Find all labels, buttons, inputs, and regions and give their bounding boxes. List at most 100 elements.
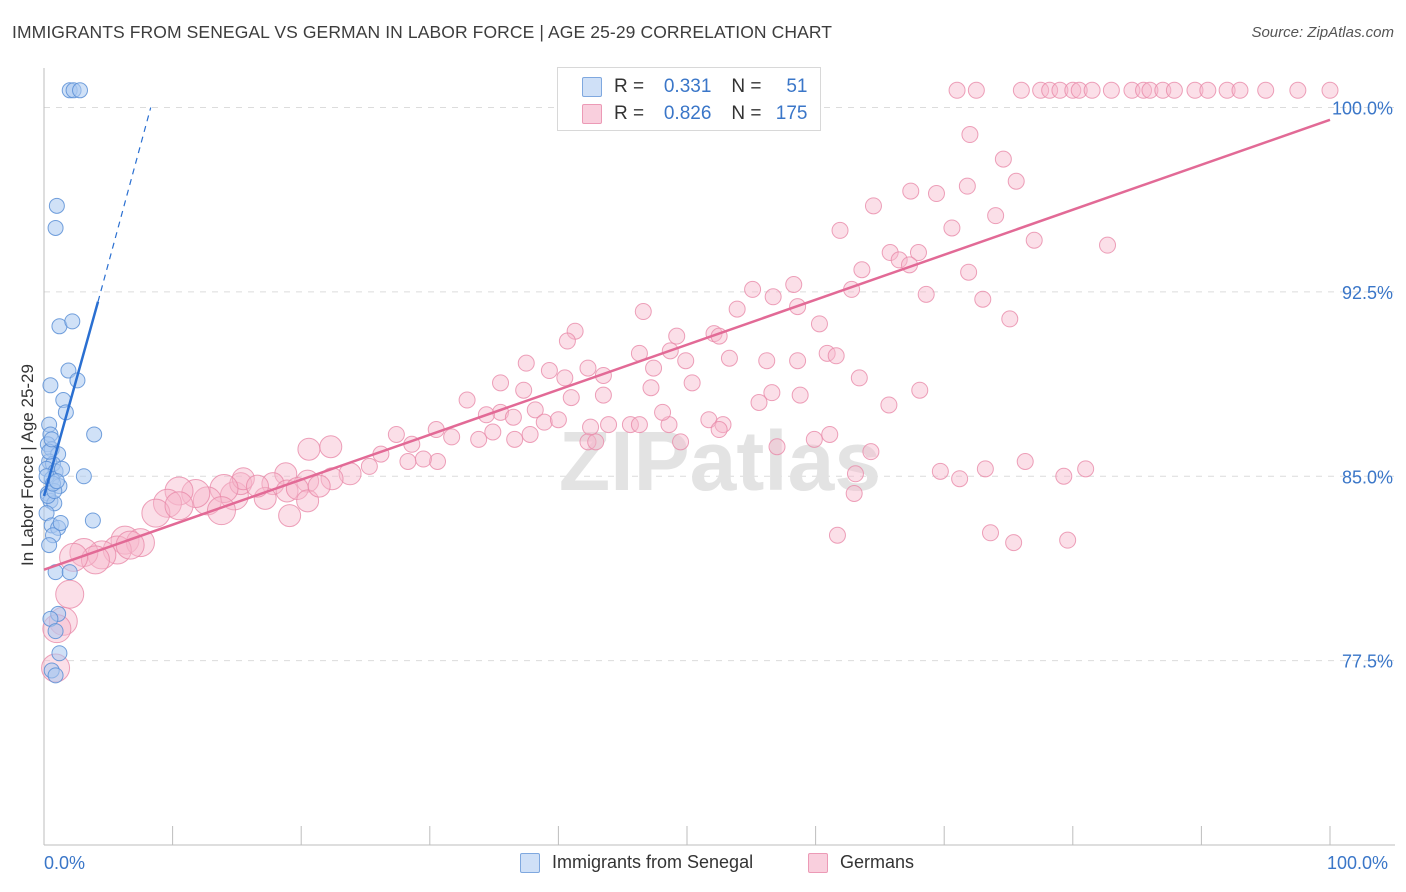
german-point xyxy=(668,327,686,345)
senegal-point xyxy=(47,623,64,640)
german-point xyxy=(846,465,864,483)
german-point xyxy=(630,416,648,434)
senegal-point xyxy=(72,82,89,99)
german-point xyxy=(562,389,580,407)
watermark: ZIPatlas xyxy=(559,414,881,508)
german-point xyxy=(1123,81,1141,99)
german-point xyxy=(253,486,277,510)
german-point xyxy=(958,177,976,195)
german-point xyxy=(1186,81,1204,99)
german-point xyxy=(1041,81,1059,99)
german-point xyxy=(307,474,331,498)
german-point xyxy=(720,349,738,367)
german-point xyxy=(654,403,672,421)
y-tick-label: 100.0% xyxy=(1332,99,1393,119)
german-point xyxy=(951,470,969,488)
german-point xyxy=(319,435,343,459)
n-value-senegal: 51 xyxy=(786,76,808,97)
senegal-point xyxy=(43,431,60,448)
german-point xyxy=(526,401,544,419)
senegal-point xyxy=(41,537,58,554)
gridlines xyxy=(44,107,1395,662)
legend-label-germans: Germans xyxy=(840,852,915,872)
german-point xyxy=(789,352,807,370)
r-value-senegal: 0.331 xyxy=(663,76,712,97)
german-point xyxy=(1199,81,1217,99)
german-point xyxy=(579,359,597,377)
german-point xyxy=(1218,81,1236,99)
n-label: N = xyxy=(731,103,762,124)
german-point xyxy=(845,484,863,502)
german-point xyxy=(880,396,898,414)
senegal-point xyxy=(64,313,81,330)
senegal-point xyxy=(52,514,69,531)
senegal-point xyxy=(61,564,78,581)
german-swatch xyxy=(582,104,602,124)
german-point xyxy=(805,430,823,448)
german-point xyxy=(764,288,782,306)
source-label: Source: ZipAtlas.com xyxy=(1251,24,1394,41)
german-point xyxy=(1032,81,1050,99)
german-point xyxy=(549,411,567,429)
chart-title: IMMIGRANTS FROM SENEGAL VS GERMAN IN LAB… xyxy=(12,22,833,42)
y-tick-label: 77.5% xyxy=(1342,652,1393,672)
german-point xyxy=(1321,81,1339,99)
german-point xyxy=(1099,236,1117,254)
senegal-point xyxy=(47,219,64,236)
german-point xyxy=(750,394,768,411)
german-swatch xyxy=(808,852,828,873)
y-axis-label: In Labor Force | Age 25-29 xyxy=(18,364,37,566)
german-point xyxy=(821,425,839,443)
german-point xyxy=(443,428,461,446)
german-point xyxy=(1083,81,1101,99)
german-point xyxy=(506,430,524,448)
german-point xyxy=(1055,467,1073,485)
german-point xyxy=(917,285,935,303)
german-points xyxy=(41,81,1339,683)
german-point xyxy=(864,197,882,215)
german-point xyxy=(828,526,846,544)
german-point xyxy=(827,347,845,365)
german-point xyxy=(141,498,171,528)
senegal-swatch xyxy=(582,77,602,97)
senegal-point xyxy=(42,377,59,394)
german-point xyxy=(948,81,966,99)
german-point xyxy=(535,413,553,431)
german-point xyxy=(927,185,945,203)
german-point xyxy=(1154,81,1172,99)
german-point xyxy=(1016,453,1034,470)
german-point xyxy=(994,150,1012,168)
german-point xyxy=(470,430,488,448)
german-point xyxy=(683,374,701,392)
german-point xyxy=(1064,81,1082,99)
german-point xyxy=(458,391,476,409)
r-label: R = xyxy=(614,76,645,97)
german-point xyxy=(206,496,236,526)
german-point xyxy=(1257,81,1275,99)
german-point xyxy=(645,359,663,377)
german-point xyxy=(987,207,1005,225)
german-point xyxy=(429,453,447,470)
german-point xyxy=(974,290,992,308)
german-point xyxy=(517,354,535,372)
german-point xyxy=(710,421,728,439)
german-point xyxy=(278,504,302,528)
senegal-point xyxy=(84,512,101,529)
german-point xyxy=(492,374,510,392)
german-point xyxy=(642,379,660,397)
german-point xyxy=(758,352,776,370)
german-point xyxy=(909,244,927,262)
german-point xyxy=(1289,81,1307,99)
german-point xyxy=(831,221,849,239)
german-point xyxy=(902,182,920,200)
n-value-germans: 175 xyxy=(775,103,808,124)
y-tick-label: 85.0% xyxy=(1342,467,1393,487)
german-point xyxy=(1102,81,1120,99)
senegal-trend-extension xyxy=(97,107,152,302)
german-point xyxy=(853,261,871,279)
x-tick-label-max: 100.0% xyxy=(1327,853,1389,873)
german-point xyxy=(1135,81,1153,99)
german-point xyxy=(209,474,239,504)
german-point xyxy=(558,332,576,350)
german-point xyxy=(1141,81,1159,99)
